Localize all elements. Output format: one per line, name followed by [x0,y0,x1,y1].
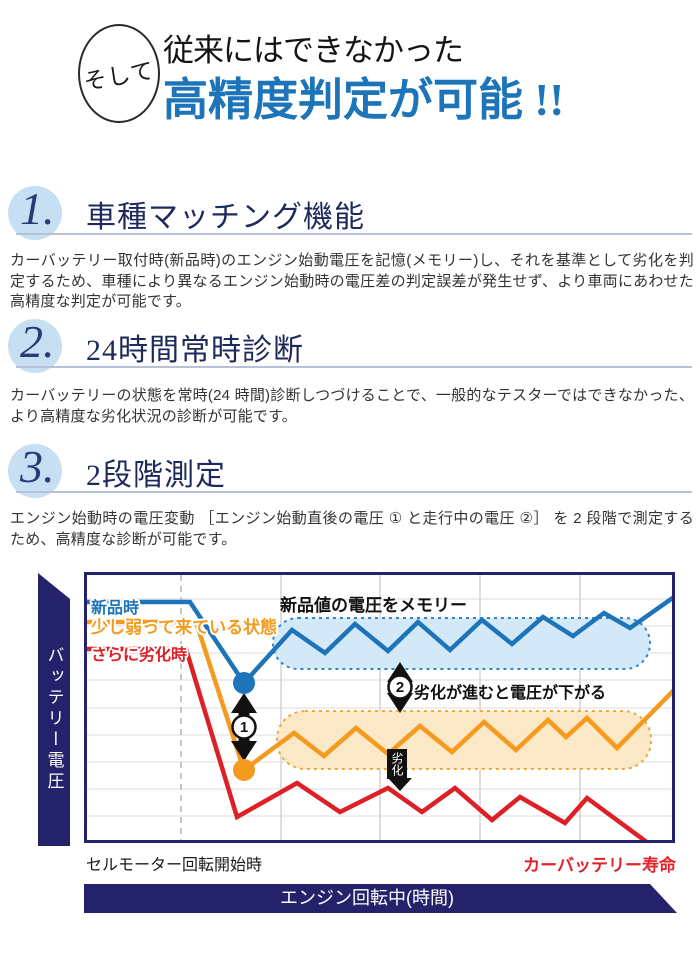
start-voltage-dot-new [233,672,255,694]
soshite-badge-text: そして [82,57,157,95]
legend-weakened-battery: 少し弱って来ている状態 [91,618,278,637]
legend-new-battery: 新品時 [91,600,140,617]
decay-tag: 劣化 [387,749,407,779]
badge1-circle [231,714,257,740]
line-new-battery [84,595,675,687]
memory-voltage-region [272,617,651,670]
section2-number: 2. [20,316,55,367]
section1-divider [16,233,692,235]
section2-divider [16,366,692,368]
section2-body: カーバッテリーの状態を常時(24 時間)診断しつづけることで、一般的なテスターで… [10,387,694,425]
start-voltage-dot-weak [233,759,255,781]
section1-number-circle [8,186,62,240]
section2-title: 24時間常時診断 [86,334,304,367]
badge1-number: 1 [240,719,248,736]
x-axis-band: エンジン回転中(時間) [84,884,677,913]
header-subtitle: 従来にはできなかった [163,33,464,68]
section2-number-circle [8,319,62,373]
section3-body: エンジン始動時の電圧変動 ［エンジン始動直後の電圧 ① と走行中の電圧 ②］ を… [10,510,694,548]
header-title: 高精度判定が可能 !! [163,75,565,125]
section3-divider [16,491,692,493]
section1-number: 1. [20,183,55,234]
decay-tag-text: 劣化 [390,752,404,776]
section1-body: カーバッテリー取付時(新品時)のエンジン始動電圧を記憶(メモリー)し、それを基準… [10,252,694,311]
line-degraded-battery [84,646,650,843]
section3-number-circle [8,444,62,498]
voltage-drop-annotation: 劣化が進むと電圧が下がる [414,685,607,702]
voltage-chart: 1 2 [84,572,675,843]
x-axis-label: エンジン回転中(時間) [280,888,454,908]
y-axis-label: バッテリー電圧 [44,646,64,793]
badge2-number: 2 [396,679,404,696]
badge2-circle [387,674,413,700]
x-origin-label: セルモーター回転開始時 [86,857,263,874]
memory-annotation: 新品値の電圧をメモリー [280,596,467,615]
decay-down-arrow [388,778,412,791]
soshite-badge: そして [78,24,160,123]
section1-title: 車種マッチング機能 [86,201,365,234]
battery-life-label: カーバッテリー寿命 [523,856,676,875]
y-axis-band: バッテリー電圧 [38,573,70,846]
legend-degraded-battery: さらに劣化時 [91,647,188,664]
line-weakened-battery [84,619,675,774]
section3-number: 3. [20,441,55,492]
chart-border [84,572,675,843]
section3-title: 2段階測定 [86,459,226,492]
